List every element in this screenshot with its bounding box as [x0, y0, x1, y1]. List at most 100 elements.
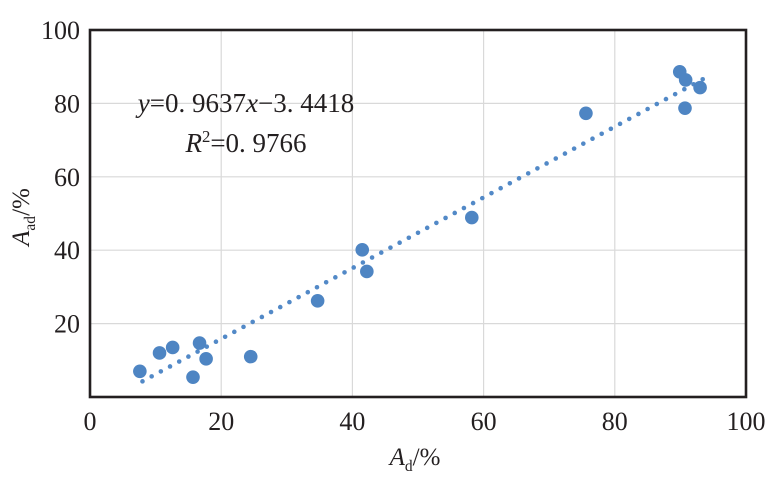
scatter-point	[310, 294, 325, 308]
x-axis-unit: /%	[412, 444, 441, 471]
scatter-point	[243, 349, 258, 364]
trend-dot	[672, 91, 678, 97]
trend-dot	[581, 141, 586, 146]
x-tick-label: 20	[208, 407, 234, 436]
equation-x-var: x	[246, 88, 258, 118]
trend-dot	[544, 161, 549, 166]
trend-dot	[342, 270, 347, 275]
x-axis-title: Ad/%	[389, 444, 441, 475]
trend-dot	[250, 319, 255, 325]
trend-dot	[232, 329, 237, 335]
equation-y-var: y	[137, 88, 150, 118]
trend-dot	[452, 210, 458, 216]
trendline-equation: y=0. 9637x−3. 4418 R2=0. 9766	[138, 83, 354, 163]
trend-dot	[461, 205, 467, 211]
trend-dot	[397, 240, 402, 245]
equation-tail: −3. 4418	[257, 88, 355, 118]
trend-dot	[489, 190, 494, 196]
trend-dot	[525, 171, 531, 176]
plot-border	[88, 28, 748, 399]
trend-dot	[682, 86, 687, 92]
x-tick-label: 60	[471, 407, 497, 436]
trend-dot	[296, 294, 301, 300]
trend-dot	[654, 101, 660, 107]
y-axis-unit: /%	[8, 188, 35, 216]
scatter-point	[464, 210, 479, 225]
trend-dot	[571, 146, 577, 151]
r-squared-line: R2=0. 9766	[138, 123, 354, 163]
trend-dot	[443, 215, 448, 221]
trend-dot	[222, 334, 228, 340]
x-tick-label: 80	[602, 407, 628, 436]
trend-dot	[259, 314, 265, 320]
y-tick-label: 60	[54, 163, 80, 192]
trend-dot	[415, 230, 421, 236]
trend-dot	[351, 265, 357, 270]
trend-dot	[535, 166, 540, 171]
trend-dot	[378, 250, 384, 255]
trend-dot	[305, 289, 311, 295]
r-var: R	[185, 128, 202, 158]
y-axis-var: A	[8, 230, 35, 246]
trend-dot	[176, 359, 182, 364]
trend-dot	[406, 235, 412, 241]
trend-dot	[314, 284, 320, 290]
trend-dot	[149, 374, 154, 379]
trend-dot	[277, 304, 283, 310]
trend-dot	[140, 379, 145, 384]
y-tick-label: 80	[54, 89, 80, 118]
trend-dot	[333, 275, 338, 280]
scatter-point	[355, 243, 370, 257]
trend-dot	[158, 369, 164, 374]
trend-dot	[186, 354, 191, 359]
scatter-point	[199, 352, 213, 366]
trend-dot	[388, 245, 393, 250]
trend-dot	[507, 180, 513, 186]
scatter-point	[165, 340, 180, 355]
trend-dot	[470, 200, 476, 206]
y-axis-title: Aad/%	[8, 188, 39, 246]
trend-dot	[645, 106, 650, 112]
trend-dot	[553, 156, 559, 161]
r-exponent: 2	[201, 127, 211, 146]
trend-dot	[608, 126, 614, 132]
x-tick-label: 0	[84, 407, 97, 436]
scatter-point	[678, 101, 692, 115]
trend-dot	[323, 280, 329, 285]
y-tick-label: 40	[54, 236, 80, 265]
trend-dot	[360, 260, 366, 265]
scatter-point	[133, 364, 147, 379]
scatter-point	[192, 336, 207, 350]
trend-dot	[516, 176, 522, 181]
trend-dot	[562, 151, 568, 156]
y-axis-subscript: ad	[22, 215, 39, 231]
y-tick-label: 100	[41, 16, 80, 45]
trend-dot	[599, 131, 604, 137]
trend-dot	[617, 121, 623, 127]
r-squared-value: =0. 9766	[210, 128, 307, 158]
equation-mid: =0. 9637	[149, 88, 246, 118]
trend-dot	[636, 111, 641, 117]
scatter-point	[579, 106, 593, 121]
scatter-point	[678, 73, 693, 87]
trend-dot	[195, 349, 200, 354]
trend-dot	[626, 116, 632, 122]
trend-dot	[369, 255, 375, 260]
trend-dot	[287, 299, 292, 305]
x-axis-subscript: d	[404, 458, 413, 475]
trend-dot	[700, 76, 706, 82]
scatter-point	[693, 80, 707, 95]
trend-dot	[479, 195, 485, 201]
trend-dot	[663, 96, 669, 102]
x-axis-var: A	[389, 444, 405, 471]
equation-line: y=0. 9637x−3. 4418	[138, 83, 354, 123]
scatter-point	[186, 370, 200, 384]
x-tick-label: 40	[339, 407, 365, 436]
trend-dot	[424, 225, 430, 231]
trend-dot	[167, 364, 173, 369]
scatter-point	[360, 264, 374, 279]
x-tick-label: 100	[727, 407, 766, 436]
trend-dot	[498, 185, 503, 191]
